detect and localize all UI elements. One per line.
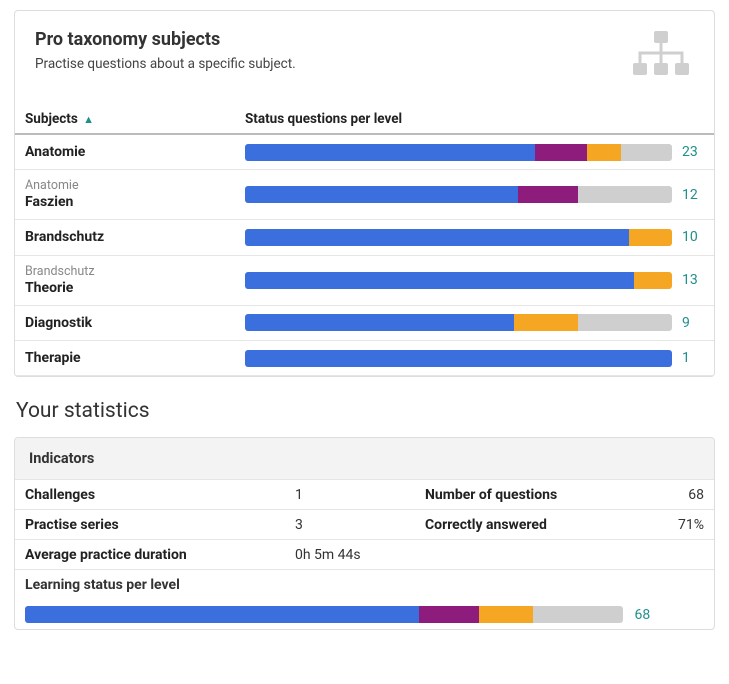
- subject-cell[interactable]: AnatomieFaszien: [15, 170, 235, 220]
- col-header-status[interactable]: Status questions per level: [235, 103, 714, 134]
- subject-parent: Anatomie: [25, 178, 225, 193]
- value-practise-series: 3: [285, 510, 415, 540]
- bar-segment-gray: [578, 314, 672, 331]
- col-header-subjects-label: Subjects: [25, 111, 78, 127]
- subject-parent: Brandschutz: [25, 264, 225, 279]
- value-challenges: 1: [285, 480, 415, 510]
- table-row[interactable]: Brandschutz 10: [15, 220, 714, 255]
- subjects-table: Subjects ▲ Status questions per level An…: [15, 103, 714, 376]
- status-cell: 10: [235, 220, 714, 255]
- subject-name: Diagnostik: [25, 314, 225, 332]
- subject-name: Brandschutz: [25, 228, 225, 246]
- overall-status-bar: [25, 606, 623, 623]
- status-cell: 12: [235, 170, 714, 220]
- table-row[interactable]: Diagnostik 9: [15, 305, 714, 340]
- bar-segment-orange: [634, 272, 672, 289]
- bar-segment-gray: [621, 144, 672, 161]
- status-cell: 9: [235, 305, 714, 340]
- status-cell: 23: [235, 134, 714, 170]
- table-row[interactable]: BrandschutzTheorie 13: [15, 255, 714, 305]
- status-bar: [245, 186, 672, 203]
- bar-segment-gray: [578, 186, 672, 203]
- status-count: 1: [682, 350, 704, 366]
- label-practise-series: Practise series: [15, 510, 285, 540]
- bar-segment-blue: [245, 314, 514, 331]
- subject-name: Theorie: [25, 279, 225, 297]
- bar-segment-orange: [629, 229, 672, 246]
- status-bar: [245, 229, 672, 246]
- indicators-header: Indicators: [15, 438, 714, 480]
- bar-segment-purple: [419, 606, 479, 623]
- bar-segment-orange: [479, 606, 533, 623]
- table-row[interactable]: AnatomieFaszien 12: [15, 170, 714, 220]
- label-num-questions: Number of questions: [415, 480, 625, 510]
- bar-segment-blue: [245, 350, 672, 367]
- col-header-subjects[interactable]: Subjects ▲: [15, 103, 235, 134]
- status-count: 9: [682, 315, 704, 331]
- status-count: 13: [682, 272, 704, 288]
- statistics-card: Indicators Challenges 1 Number of questi…: [14, 437, 715, 630]
- bar-segment-blue: [245, 186, 518, 203]
- subject-cell[interactable]: BrandschutzTheorie: [15, 255, 235, 305]
- statistics-title: Your statistics: [16, 399, 715, 423]
- subject-name: Anatomie: [25, 143, 225, 161]
- taxonomy-subtitle: Practise questions about a specific subj…: [35, 56, 296, 72]
- table-row[interactable]: Anatomie 23: [15, 134, 714, 170]
- bar-segment-gray: [533, 606, 623, 623]
- status-bar: [245, 144, 672, 161]
- sort-asc-icon: ▲: [83, 113, 94, 126]
- status-cell: 1: [235, 340, 714, 375]
- status-bar: [245, 350, 672, 367]
- status-count: 12: [682, 187, 704, 203]
- taxonomy-card-header: Pro taxonomy subjects Practise questions…: [15, 11, 714, 103]
- status-bar: [245, 314, 672, 331]
- subject-cell[interactable]: Brandschutz: [15, 220, 235, 255]
- label-avg-duration: Average practice duration: [15, 540, 285, 570]
- subject-name: Therapie: [25, 349, 225, 367]
- bar-segment-purple: [518, 186, 578, 203]
- status-cell: 13: [235, 255, 714, 305]
- taxonomy-title: Pro taxonomy subjects: [35, 29, 296, 50]
- label-correctly-answered: Correctly answered: [415, 510, 625, 540]
- bar-segment-blue: [245, 144, 535, 161]
- indicators-grid: Challenges 1 Number of questions 68 Prac…: [15, 480, 714, 629]
- subject-cell[interactable]: Diagnostik: [15, 305, 235, 340]
- bar-segment-blue: [245, 229, 629, 246]
- value-avg-duration: 0h 5m 44s: [285, 540, 714, 570]
- label-challenges: Challenges: [15, 480, 285, 510]
- bar-segment-blue: [245, 272, 634, 289]
- overall-status-count: 68: [635, 607, 651, 623]
- bar-segment-orange: [514, 314, 578, 331]
- status-count: 10: [682, 229, 704, 245]
- status-bar: [245, 272, 672, 289]
- subject-name: Faszien: [25, 193, 225, 211]
- table-row[interactable]: Therapie 1: [15, 340, 714, 375]
- overall-status-row: 68: [15, 599, 714, 629]
- subject-cell[interactable]: Therapie: [15, 340, 235, 375]
- label-learning-status: Learning status per level: [15, 570, 714, 599]
- bar-segment-blue: [25, 606, 419, 623]
- bar-segment-purple: [535, 144, 586, 161]
- col-header-status-label: Status questions per level: [245, 111, 402, 127]
- value-correctly-answered: 71%: [625, 510, 714, 540]
- taxonomy-card: Pro taxonomy subjects Practise questions…: [14, 10, 715, 377]
- status-count: 23: [682, 144, 704, 160]
- bar-segment-orange: [587, 144, 621, 161]
- subject-cell[interactable]: Anatomie: [15, 134, 235, 170]
- hierarchy-icon: [628, 29, 694, 83]
- value-num-questions: 68: [625, 480, 714, 510]
